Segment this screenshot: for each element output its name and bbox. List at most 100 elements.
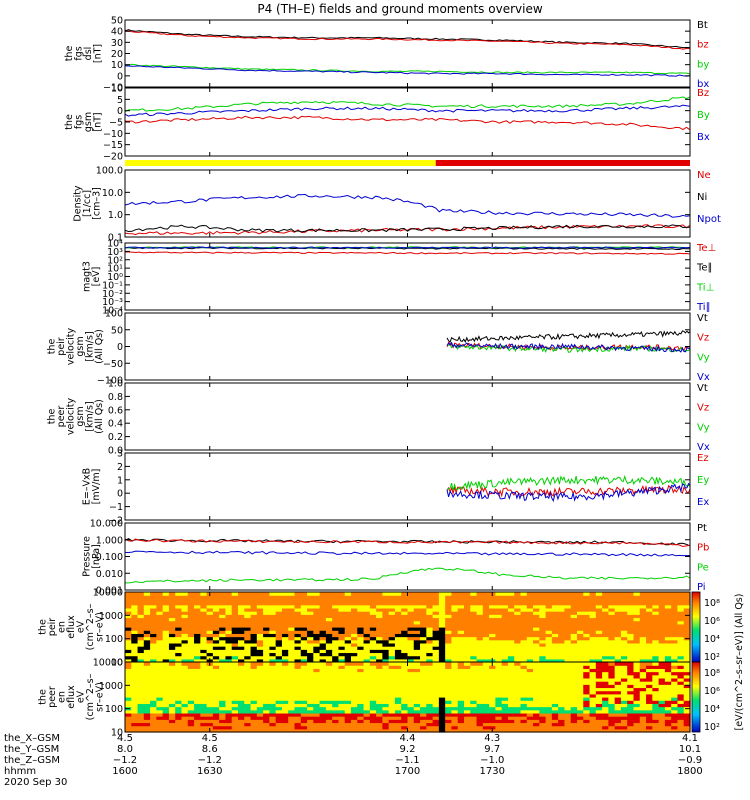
spectrogram-cell xyxy=(664,614,672,619)
spectrogram-cell xyxy=(545,716,553,720)
spectrogram-cell xyxy=(608,658,616,663)
spectrogram-cell xyxy=(608,607,616,612)
spectrogram-cell xyxy=(369,681,377,685)
spectrogram-cell xyxy=(369,636,377,641)
spectrogram-cell xyxy=(639,592,647,596)
spectrogram-cell xyxy=(652,709,660,714)
spectrogram-cell xyxy=(382,604,390,609)
spectrogram-cell xyxy=(156,722,164,727)
spectrogram-cell xyxy=(646,623,653,628)
spectrogram-cell xyxy=(677,623,685,628)
spectrogram-cell xyxy=(162,633,170,638)
spectrogram-cell xyxy=(646,687,653,692)
spectrogram-cell xyxy=(577,611,584,615)
spectrogram-cell xyxy=(357,684,365,689)
spectrogram-cell xyxy=(438,716,446,720)
spectrogram-cell xyxy=(677,642,685,647)
spectrogram-cell xyxy=(357,646,365,650)
spectrogram-cell xyxy=(181,700,189,704)
spectrogram-cell xyxy=(125,728,132,733)
spectrogram-cell xyxy=(376,722,383,727)
spectrogram-cell xyxy=(212,677,220,682)
spectrogram-cell xyxy=(451,627,459,631)
spectrogram-cell xyxy=(545,601,553,606)
spectrogram-cell xyxy=(319,592,327,596)
spectrogram-cell xyxy=(671,595,679,599)
spectrogram-cell xyxy=(520,598,528,603)
spectrogram-cell xyxy=(501,677,509,682)
spectrogram-cell xyxy=(376,677,383,682)
spectrogram-cell xyxy=(583,665,591,669)
spectrogram-cell xyxy=(545,611,553,615)
spectrogram-cell xyxy=(489,697,496,701)
spectrogram-cell xyxy=(162,716,170,720)
spectrogram-cell xyxy=(664,601,672,606)
spectrogram-cell xyxy=(589,595,597,599)
spectrogram-cell xyxy=(376,633,383,638)
spectrogram-cell xyxy=(558,684,566,689)
spectrogram-cell xyxy=(526,598,534,603)
spectrogram-cell xyxy=(369,671,377,676)
spectrogram-cell xyxy=(401,627,409,631)
spectrogram-cell xyxy=(401,728,409,733)
spectrogram-cell xyxy=(263,712,270,717)
panel-peer_velocity: 1.00.80.60.40.20.0thepeervelocitygsm[km/… xyxy=(46,379,710,457)
spectrogram-cell xyxy=(545,725,553,730)
spectrogram-cell xyxy=(482,604,490,609)
spectrogram-cell xyxy=(438,607,446,612)
spectrogram-cell xyxy=(438,604,446,609)
spectrogram-cell xyxy=(545,639,553,644)
spectrogram-cell xyxy=(357,598,365,603)
spectrogram-cell xyxy=(426,611,434,615)
spectrogram-cell xyxy=(627,722,635,727)
y-axis-label-line: [1/cc] xyxy=(82,190,93,217)
spectrogram-cell xyxy=(526,604,534,609)
spectrogram-cell xyxy=(244,684,252,689)
spectrogram-cell xyxy=(344,604,352,609)
spectrogram-cell xyxy=(256,677,264,682)
spectrogram-cell xyxy=(470,627,478,631)
spectrogram-cell xyxy=(533,706,540,711)
spectrogram-cell xyxy=(646,668,653,673)
spectrogram-cell xyxy=(664,655,672,660)
spectrogram-cell xyxy=(269,700,277,704)
spectrogram-cell xyxy=(275,706,283,711)
spectrogram-cell xyxy=(250,697,258,701)
spectrogram-cell xyxy=(206,700,214,704)
spectrogram-cell xyxy=(125,712,132,717)
spectrogram-cell xyxy=(464,662,471,666)
spectrogram-cell xyxy=(313,690,321,695)
spectrogram-cell xyxy=(583,646,591,650)
spectrogram-cell xyxy=(464,684,471,689)
spectrogram-cell xyxy=(620,633,628,638)
spectrogram-cell xyxy=(212,712,220,717)
spectrogram-cell xyxy=(256,652,264,657)
spectrogram-cell xyxy=(168,687,176,692)
spectrogram-cell xyxy=(677,684,685,689)
spectrogram-cell xyxy=(633,642,641,647)
spectrogram-cell xyxy=(288,642,296,647)
spectrogram-cell xyxy=(539,598,547,603)
spectrogram-cell xyxy=(570,662,578,666)
spectrogram-cell xyxy=(131,722,139,727)
spectrogram-cell xyxy=(357,668,365,673)
spectrogram-cell xyxy=(357,703,365,708)
spectrogram-cell xyxy=(595,614,603,619)
spectrogram-cell xyxy=(589,639,597,644)
y-axis-label-line: sr–eV) xyxy=(95,612,106,642)
y-tick-label: 50 xyxy=(111,16,123,27)
spectrogram-cell xyxy=(526,630,534,634)
spectrogram-cell xyxy=(664,693,672,698)
legend-entry-bz: bz xyxy=(697,40,709,51)
spectrogram-cell xyxy=(470,700,478,704)
spectrogram-cell xyxy=(652,630,660,634)
spectrogram-cell xyxy=(639,668,647,673)
spectrogram-cell xyxy=(281,658,289,663)
spectrogram-cell xyxy=(432,639,440,644)
spectrogram-cell xyxy=(476,668,484,673)
spectrogram-cell xyxy=(325,646,333,650)
spectrogram-cell xyxy=(445,642,453,647)
spectrogram-cell xyxy=(608,598,616,603)
spectrogram-cell xyxy=(589,693,597,698)
